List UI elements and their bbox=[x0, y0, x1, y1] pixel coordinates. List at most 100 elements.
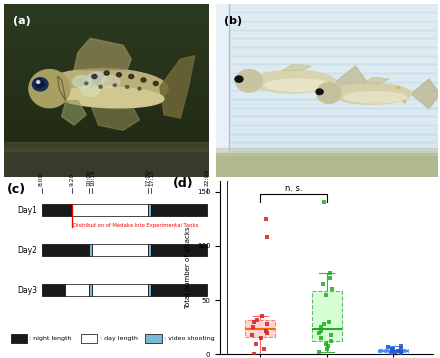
Point bbox=[263, 330, 270, 335]
Point bbox=[398, 345, 405, 351]
Bar bbox=[92, 244, 148, 256]
Point bbox=[257, 335, 264, 341]
Bar bbox=[216, 142, 438, 151]
Point bbox=[320, 200, 327, 205]
Y-axis label: Total number of attacks: Total number of attacks bbox=[185, 226, 191, 309]
Bar bbox=[148, 244, 151, 256]
Point bbox=[328, 286, 335, 292]
PathPatch shape bbox=[245, 320, 275, 337]
Text: Day3: Day3 bbox=[18, 286, 37, 295]
Text: : night length: : night length bbox=[29, 336, 72, 341]
Circle shape bbox=[104, 71, 109, 75]
Bar bbox=[216, 47, 438, 55]
Bar bbox=[216, 56, 438, 64]
Bar bbox=[216, 90, 438, 99]
Bar bbox=[216, 151, 438, 160]
Text: n. s.: n. s. bbox=[285, 184, 302, 193]
Bar bbox=[4, 137, 209, 142]
Ellipse shape bbox=[317, 83, 341, 103]
Point bbox=[324, 343, 331, 349]
Point bbox=[388, 346, 395, 352]
Ellipse shape bbox=[345, 92, 407, 103]
Point bbox=[389, 347, 396, 353]
Bar bbox=[92, 284, 148, 296]
Bar bbox=[4, 79, 209, 84]
Bar bbox=[11, 334, 27, 343]
Point bbox=[397, 350, 404, 356]
Text: 10:15: 10:15 bbox=[90, 169, 95, 186]
Bar bbox=[89, 244, 92, 256]
Point bbox=[258, 314, 265, 319]
Point bbox=[387, 352, 394, 357]
Ellipse shape bbox=[102, 76, 120, 88]
Ellipse shape bbox=[235, 69, 262, 92]
Bar bbox=[4, 44, 209, 50]
Bar bbox=[148, 284, 151, 296]
Bar bbox=[216, 148, 438, 155]
Bar bbox=[216, 108, 438, 116]
Bar bbox=[216, 99, 438, 108]
Circle shape bbox=[138, 87, 141, 90]
Bar bbox=[4, 131, 209, 137]
Bar bbox=[4, 67, 209, 73]
Circle shape bbox=[235, 76, 243, 82]
Ellipse shape bbox=[45, 69, 168, 105]
Ellipse shape bbox=[251, 71, 336, 93]
Point bbox=[318, 335, 325, 341]
Circle shape bbox=[316, 89, 323, 95]
Polygon shape bbox=[62, 101, 86, 125]
Bar bbox=[216, 125, 438, 134]
Ellipse shape bbox=[87, 72, 106, 84]
Point bbox=[317, 328, 324, 333]
Bar bbox=[4, 27, 209, 33]
Point bbox=[326, 319, 333, 325]
PathPatch shape bbox=[378, 349, 408, 352]
Text: (c): (c) bbox=[7, 183, 26, 195]
Text: 17:00: 17:00 bbox=[146, 169, 150, 186]
Text: 10:00: 10:00 bbox=[86, 169, 92, 186]
Circle shape bbox=[117, 73, 121, 77]
Text: Distribut on of Medaka Into Experimental Tanks: Distribut on of Medaka Into Experimental… bbox=[73, 223, 198, 228]
Point bbox=[397, 349, 404, 355]
Point bbox=[253, 317, 260, 323]
Bar bbox=[216, 4, 438, 12]
Text: Day1: Day1 bbox=[18, 206, 37, 215]
Bar bbox=[151, 284, 207, 296]
Bar bbox=[216, 21, 438, 30]
PathPatch shape bbox=[312, 291, 342, 340]
Bar bbox=[148, 204, 151, 216]
Bar bbox=[65, 284, 89, 296]
Circle shape bbox=[37, 81, 40, 83]
Bar bbox=[216, 116, 438, 125]
Point bbox=[327, 276, 334, 281]
Circle shape bbox=[154, 81, 158, 86]
Bar bbox=[4, 4, 209, 9]
Bar bbox=[4, 154, 209, 160]
Bar bbox=[4, 62, 209, 67]
Bar bbox=[4, 142, 209, 148]
Point bbox=[264, 234, 271, 240]
Point bbox=[389, 346, 396, 352]
Bar bbox=[4, 148, 209, 154]
Bar bbox=[216, 4, 229, 177]
Circle shape bbox=[125, 86, 129, 88]
Text: (d): (d) bbox=[173, 177, 194, 190]
Bar bbox=[4, 50, 209, 55]
Polygon shape bbox=[90, 104, 139, 130]
Ellipse shape bbox=[331, 83, 411, 104]
Circle shape bbox=[113, 84, 117, 87]
Point bbox=[395, 348, 402, 354]
Bar bbox=[4, 102, 209, 108]
Polygon shape bbox=[282, 64, 311, 71]
Text: (b): (b) bbox=[224, 16, 242, 26]
Bar bbox=[4, 73, 209, 79]
Bar bbox=[4, 113, 209, 119]
Ellipse shape bbox=[29, 69, 70, 108]
Bar bbox=[4, 15, 209, 21]
Bar bbox=[216, 160, 438, 169]
Polygon shape bbox=[336, 66, 367, 97]
Circle shape bbox=[99, 86, 102, 88]
Text: (a): (a) bbox=[13, 16, 30, 26]
Circle shape bbox=[84, 82, 88, 85]
Ellipse shape bbox=[58, 87, 164, 108]
